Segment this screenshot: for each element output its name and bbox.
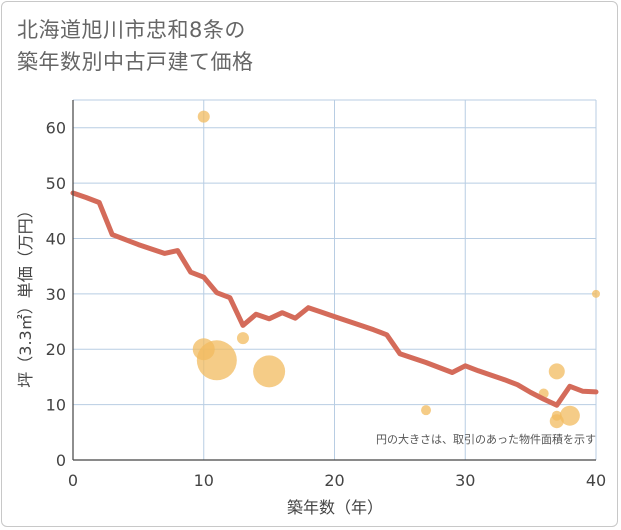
grid [73, 99, 597, 460]
trend-line [70, 190, 599, 408]
bubble-point-4 [253, 355, 286, 388]
bubble-point-0 [197, 110, 210, 123]
bubble-point-9 [551, 410, 562, 421]
x-tick-label-10: 10 [194, 471, 214, 490]
y-tick-label-30: 30 [46, 285, 66, 304]
chart-title: 北海道旭川市忠和8条の 築年数別中古戸建て価格 [17, 14, 437, 78]
tick-labels: 0 10 20 30 40 50 60 0 10 20 30 40 [46, 119, 607, 490]
bubble-point-7 [548, 363, 565, 380]
y-tick-label-50: 50 [46, 174, 66, 193]
bubble-point-2 [196, 340, 237, 381]
chart-title-line1: 北海道旭川市忠和8条の [17, 18, 246, 42]
y-tick-label-40: 40 [46, 229, 66, 248]
y-tick-label-0: 0 [56, 451, 66, 470]
y-tick-label-20: 20 [46, 340, 66, 359]
bubble-point-3 [236, 332, 249, 345]
size-note: 円の大きさは、取引のあった物件面積を示す [376, 432, 596, 446]
x-tick-label-30: 30 [455, 471, 475, 490]
bubble-point-10 [559, 405, 580, 426]
trend-line-layer [70, 190, 599, 408]
y-tick-label-60: 60 [46, 119, 66, 138]
x-tick-label-40: 40 [586, 471, 606, 490]
y-axis-label: 坪（3.3㎡）単価（万円） [16, 202, 35, 387]
axes [72, 100, 596, 461]
bubble-layer [192, 110, 600, 429]
y-tick-label-10: 10 [46, 396, 66, 415]
chart-title-line2: 築年数別中古戸建て価格 [17, 50, 254, 74]
bubble-point-11 [592, 289, 600, 298]
bubble-point-5 [421, 405, 432, 416]
x-tick-label-20: 20 [324, 471, 344, 490]
x-axis-label: 築年数（年） [287, 498, 383, 517]
x-tick-label-0: 0 [68, 471, 78, 490]
